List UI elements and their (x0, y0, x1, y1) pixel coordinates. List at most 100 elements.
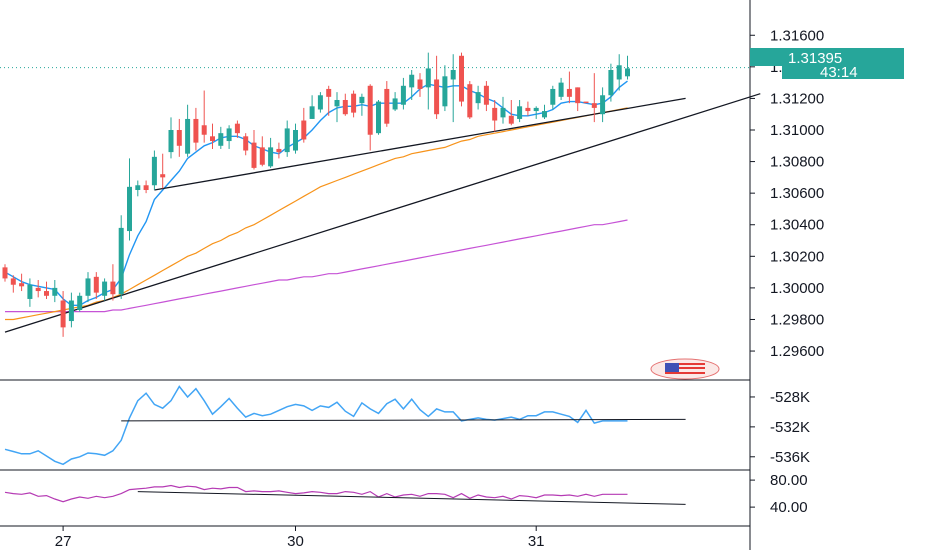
candle[interactable] (392, 92, 398, 112)
candle[interactable] (459, 52, 464, 107)
candle[interactable] (525, 101, 531, 116)
candle[interactable] (102, 278, 108, 301)
candle[interactable] (251, 130, 257, 170)
candle[interactable] (467, 81, 473, 119)
candle[interactable] (27, 278, 33, 307)
candle[interactable] (608, 63, 614, 102)
candle[interactable] (151, 150, 157, 190)
candle[interactable] (284, 120, 290, 157)
candle[interactable] (268, 137, 274, 168)
candle[interactable] (77, 292, 83, 312)
candle[interactable] (575, 87, 581, 112)
candle[interactable] (210, 123, 215, 149)
candle[interactable] (591, 73, 597, 123)
time-axis[interactable]: 27 30 31 (55, 526, 545, 550)
candle[interactable] (301, 107, 307, 143)
candle[interactable] (384, 81, 390, 127)
candle[interactable] (218, 126, 224, 149)
candle[interactable] (35, 280, 41, 298)
candle[interactable] (483, 81, 489, 112)
candle[interactable] (542, 104, 547, 119)
candle-body (201, 125, 207, 135)
candle[interactable] (168, 117, 174, 159)
candle[interactable] (558, 77, 564, 100)
candle[interactable] (533, 106, 539, 119)
candle[interactable] (93, 272, 99, 299)
indicator-pane-2[interactable] (4, 484, 686, 505)
candle[interactable] (309, 95, 315, 119)
candle[interactable] (409, 70, 415, 100)
candle[interactable] (600, 87, 606, 123)
sub2-trendline[interactable] (137, 491, 686, 505)
candle[interactable] (226, 125, 232, 149)
candle[interactable] (417, 73, 423, 97)
candle[interactable] (19, 273, 25, 292)
candle[interactable] (342, 93, 348, 116)
candle[interactable] (434, 55, 440, 119)
candle[interactable] (234, 120, 240, 138)
candle[interactable] (127, 158, 132, 241)
candle[interactable] (135, 180, 141, 197)
candle[interactable] (334, 92, 340, 123)
candle[interactable] (85, 272, 91, 303)
price-tick-label: 1.30400 (770, 217, 824, 234)
candle[interactable] (442, 65, 448, 112)
candle[interactable] (359, 93, 365, 116)
candle-body (259, 147, 265, 165)
candle[interactable] (326, 85, 332, 116)
candle-body (459, 55, 464, 102)
candle[interactable] (566, 71, 572, 104)
candle-body (425, 68, 431, 88)
candle[interactable] (259, 136, 265, 167)
indicator-pane-1[interactable] (4, 385, 686, 466)
candle[interactable] (193, 107, 199, 151)
candle[interactable] (185, 104, 191, 157)
candle-body (566, 88, 572, 97)
candle[interactable] (160, 153, 166, 189)
candle[interactable] (450, 54, 456, 123)
trendlines[interactable] (4, 93, 761, 333)
price-axis[interactable]: 1.316001.314001.312001.310001.308001.306… (750, 27, 824, 516)
candle[interactable] (550, 85, 556, 110)
candle[interactable] (500, 96, 506, 124)
candle-body (309, 106, 315, 119)
candle[interactable] (44, 281, 49, 299)
candle[interactable] (2, 264, 8, 282)
candle-body (301, 120, 307, 140)
candle[interactable] (367, 84, 373, 151)
candle[interactable] (508, 100, 514, 126)
candle-body (533, 107, 539, 112)
candle[interactable] (293, 123, 298, 154)
candle[interactable] (60, 291, 66, 337)
candle[interactable] (317, 92, 323, 113)
candle[interactable] (400, 77, 406, 110)
candlestick-series[interactable] (2, 52, 631, 337)
candle[interactable] (10, 275, 16, 293)
candle[interactable] (517, 100, 523, 123)
candle-body (110, 281, 116, 295)
candle[interactable] (201, 90, 207, 143)
candle[interactable] (143, 180, 149, 194)
candle[interactable] (110, 264, 116, 301)
candle[interactable] (243, 133, 249, 156)
candle[interactable] (583, 101, 589, 104)
trendline-1[interactable] (4, 93, 761, 333)
candle[interactable] (52, 280, 58, 303)
candle[interactable] (625, 55, 630, 80)
candle[interactable] (492, 100, 498, 132)
candle-body (2, 267, 8, 279)
candle[interactable] (118, 215, 124, 299)
trendline-2[interactable] (154, 97, 686, 191)
candle[interactable] (425, 52, 431, 110)
candle[interactable] (351, 90, 357, 118)
sub1-trendline[interactable] (121, 418, 686, 422)
candle[interactable] (68, 292, 74, 328)
candle-body (376, 101, 381, 134)
candle[interactable] (176, 118, 182, 157)
candle[interactable] (475, 85, 481, 110)
candle[interactable] (276, 142, 282, 159)
candle[interactable] (616, 54, 622, 91)
candle[interactable] (376, 100, 381, 135)
